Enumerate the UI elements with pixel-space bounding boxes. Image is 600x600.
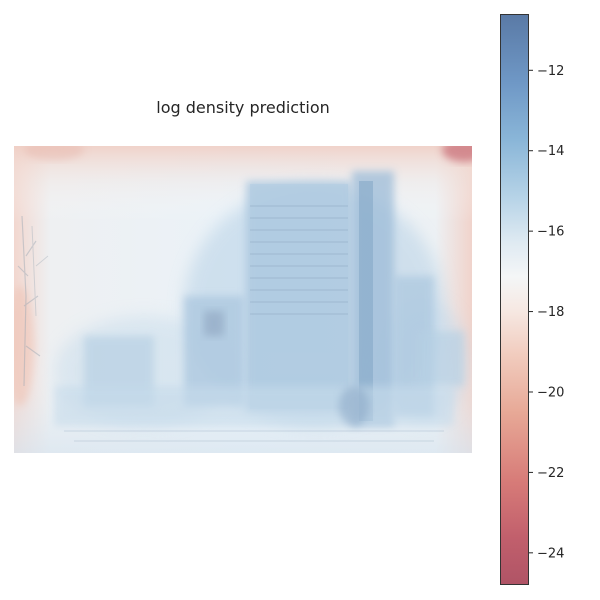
tower-main [246, 181, 351, 411]
tower-right [352, 171, 394, 426]
colorbar-tick-label: −12 [537, 64, 564, 79]
colorbar-tick-label: −24 [537, 546, 564, 561]
edge-tint-left [14, 286, 34, 406]
heatmap-svg [14, 146, 472, 453]
colorbar-tick-label: −14 [537, 144, 564, 159]
colorbar-tick-label: −20 [537, 385, 564, 400]
chart-title: log density prediction [156, 98, 330, 117]
street-band [54, 386, 454, 426]
colorbar-tick-label: −22 [537, 466, 564, 481]
colorbar-gradient [500, 14, 529, 585]
corner-tint-top-left [24, 146, 84, 160]
tree-silhouette [17, 215, 49, 387]
density-hotspot [339, 386, 369, 426]
colorbar-tick-label: −16 [537, 225, 564, 240]
colorbar [500, 14, 529, 585]
street-lines [64, 430, 444, 442]
colorbar-tick-label: −18 [537, 305, 564, 320]
corner-tint-top-right [442, 146, 472, 162]
density-heatmap [14, 146, 472, 453]
